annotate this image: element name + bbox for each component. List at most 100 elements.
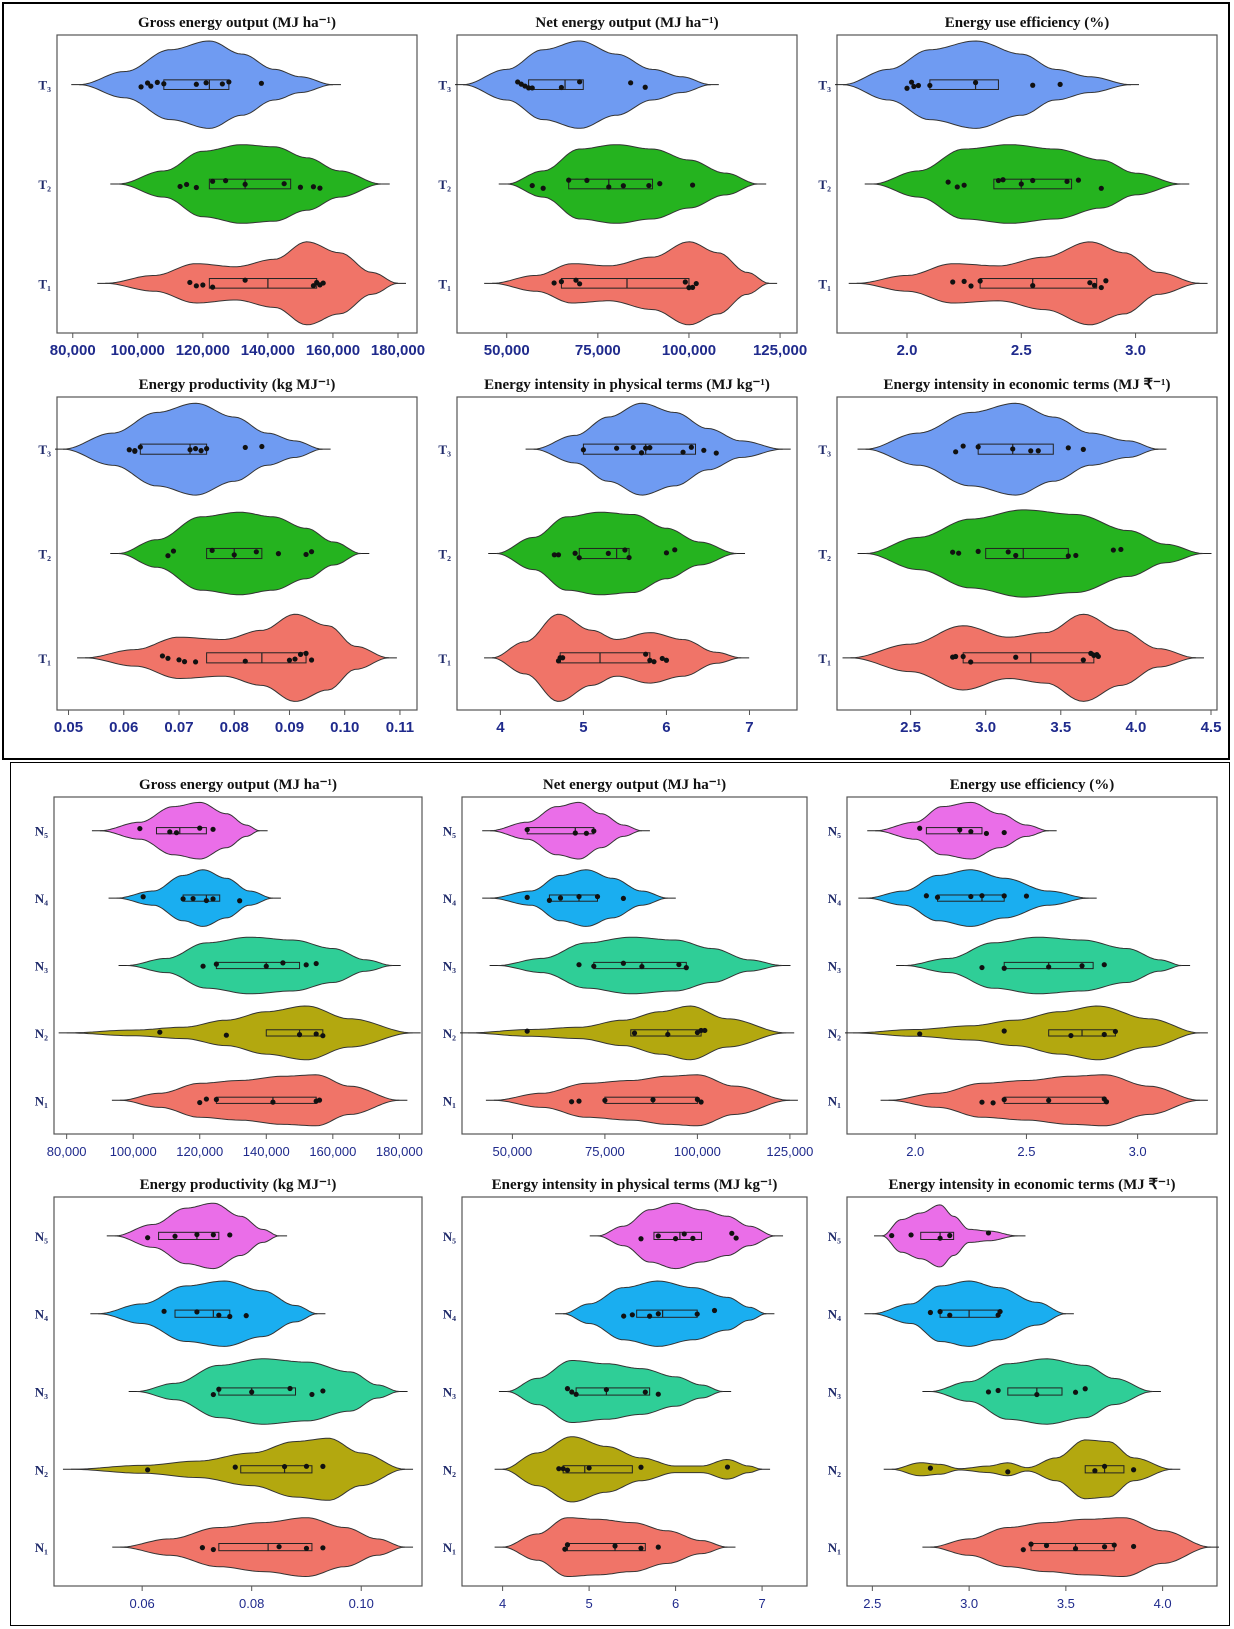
- data-point: [126, 447, 132, 453]
- x-tick-label: 7: [758, 1596, 765, 1611]
- x-tick-label: 80,000: [47, 1144, 87, 1159]
- data-point: [1101, 1031, 1107, 1038]
- data-point: [232, 1464, 238, 1470]
- data-point: [979, 1099, 985, 1105]
- data-point: [203, 897, 209, 904]
- data-point: [1034, 1391, 1040, 1398]
- violin-n5: [482, 801, 650, 860]
- category-label: N₃: [443, 1385, 456, 1400]
- violin-n3: [896, 936, 1191, 995]
- x-tick-label: 160,000: [306, 342, 360, 359]
- x-tick-label: 140,000: [243, 1144, 290, 1159]
- violin-n4: [482, 869, 676, 927]
- x-tick-label: 0.05: [54, 719, 83, 736]
- violin-body: [866, 869, 1089, 927]
- data-point: [729, 1230, 735, 1236]
- data-point: [161, 81, 167, 87]
- violin-t1: [97, 241, 406, 326]
- chart-panel-bottom-energy-intensity-physical: Energy intensity in physical terms (MJ k…: [430, 1172, 815, 1624]
- violin-body: [492, 613, 742, 702]
- data-point: [546, 897, 552, 903]
- data-point: [281, 181, 287, 187]
- data-point: [296, 1032, 303, 1038]
- data-point: [320, 280, 326, 286]
- violin-body: [872, 144, 1182, 224]
- box: [920, 1231, 955, 1240]
- category-label: T₂: [38, 177, 51, 192]
- data-point: [698, 1027, 704, 1034]
- category-label: N₅: [828, 824, 841, 839]
- violin-n4: [555, 1280, 775, 1347]
- data-point: [210, 1391, 216, 1398]
- data-point: [204, 446, 210, 452]
- data-point: [192, 446, 199, 452]
- data-point: [1046, 964, 1052, 970]
- chart-title: Gross energy output (MJ ha⁻¹): [138, 15, 336, 31]
- data-point: [646, 182, 652, 189]
- category-label: N₃: [35, 959, 48, 974]
- violin-t2: [110, 144, 390, 224]
- category-label: T₁: [438, 276, 451, 291]
- data-point: [144, 80, 151, 86]
- data-point: [605, 550, 611, 556]
- data-point: [213, 1096, 219, 1103]
- violin-body: [891, 1439, 1173, 1500]
- data-point: [638, 1545, 644, 1551]
- data-point: [210, 284, 216, 290]
- x-tick-label: 0.11: [386, 719, 414, 736]
- x-tick-label: 180,000: [376, 1144, 423, 1159]
- n-treatment-figure: [10, 762, 1230, 1626]
- data-point: [1072, 1545, 1079, 1552]
- violin-t3: [455, 40, 719, 129]
- x-tick-label: 3.5: [1050, 719, 1071, 736]
- chart-panel-bottom-net-energy-output: Net energy output (MJ ha⁻¹) 50,000 75,000 1…: [430, 772, 815, 1172]
- data-point: [1101, 962, 1107, 968]
- data-point: [193, 283, 199, 289]
- data-point: [663, 550, 670, 556]
- data-point: [243, 1313, 249, 1319]
- box: [265, 1029, 324, 1037]
- data-point: [320, 1033, 326, 1039]
- x-tick-label: 4: [496, 719, 505, 736]
- data-point: [551, 280, 557, 286]
- violin-n2: [845, 1005, 1208, 1061]
- category-label: T₁: [818, 651, 831, 666]
- data-point: [159, 653, 166, 659]
- category-label: N₄: [443, 891, 456, 906]
- data-point: [573, 1391, 579, 1397]
- data-point: [620, 960, 626, 966]
- data-point: [524, 827, 530, 833]
- x-tick-label: 125,000: [753, 342, 807, 359]
- box: [208, 178, 292, 190]
- x-tick-label: 80,000: [50, 342, 96, 359]
- data-point: [227, 1232, 233, 1238]
- x-tick-label: 3.0: [975, 719, 996, 736]
- data-point: [180, 896, 186, 902]
- x-tick-label: 3.5: [1057, 1596, 1075, 1611]
- data-point: [701, 447, 707, 453]
- data-point: [985, 1230, 992, 1236]
- category-label: N₃: [828, 1385, 841, 1400]
- data-point: [1043, 1542, 1050, 1549]
- violin-n3: [118, 936, 401, 995]
- violin-body: [493, 1074, 790, 1127]
- violin-t1: [77, 613, 397, 702]
- violin-n2: [58, 1005, 421, 1061]
- category-label: N₂: [828, 1462, 841, 1477]
- violin-chart: Energy productivity (kg MJ⁻¹) 0.05 0.06 0.0…: [38, 377, 418, 736]
- data-point: [560, 1466, 566, 1472]
- data-point: [577, 281, 583, 287]
- violin-n1: [111, 1074, 408, 1127]
- data-point: [242, 658, 248, 664]
- data-point: [558, 279, 564, 285]
- data-point: [572, 830, 578, 836]
- box: [578, 547, 630, 560]
- data-point: [1111, 1542, 1117, 1548]
- violin-chart: Energy intensity in economic terms (MJ ₹…: [828, 1177, 1219, 1611]
- data-point: [694, 1311, 700, 1317]
- data-point: [937, 1235, 943, 1241]
- violin-body: [492, 241, 770, 326]
- x-tick-label: 4: [499, 1596, 506, 1611]
- chart-panel-top-gross-energy-output: Gross energy output (MJ ha⁻¹) 80,000 100,0…: [25, 10, 425, 375]
- x-tick-label: 7: [745, 719, 753, 736]
